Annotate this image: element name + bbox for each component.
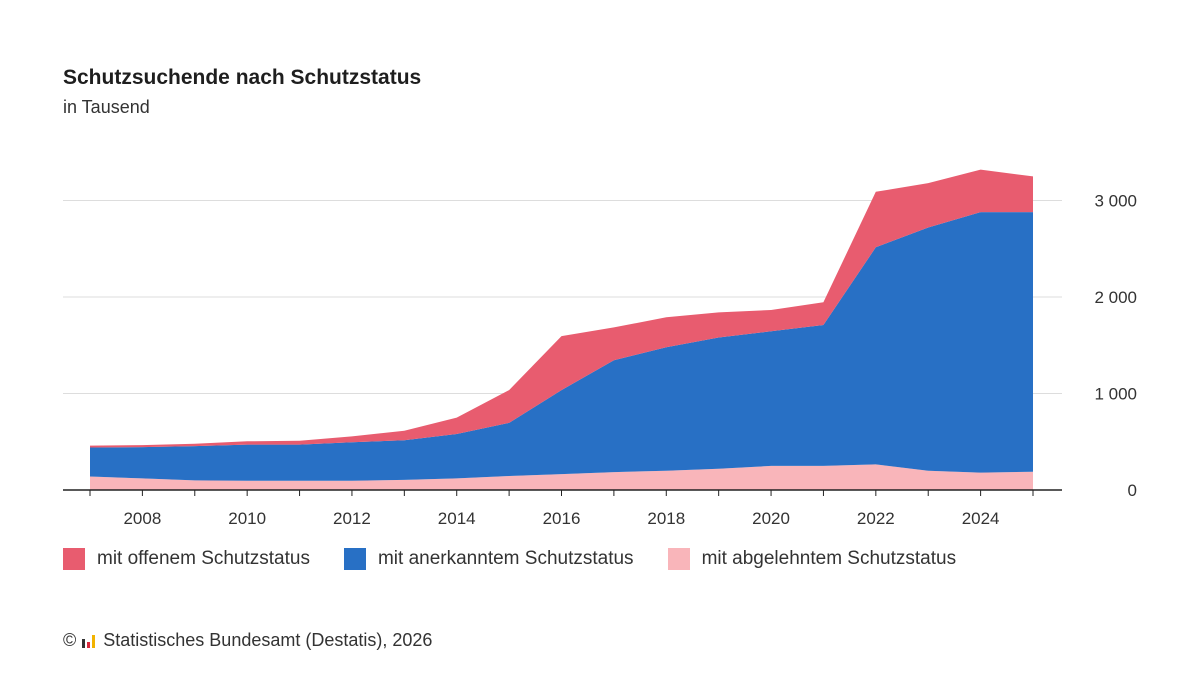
x-tick-label-2020: 2020 (752, 509, 790, 528)
source-footer: © Statistisches Bundesamt (Destatis), 20… (63, 630, 432, 651)
y-tick-label-3000: 3 000 (1094, 192, 1137, 211)
legend-swatch-offen (63, 548, 85, 570)
x-tick-label-2014: 2014 (438, 509, 476, 528)
legend-item-anerkannt: mit anerkanntem Schutzstatus (343, 548, 634, 570)
legend-item-offen: mit offenem Schutzstatus (63, 548, 310, 570)
y-tick-label-1000: 1 000 (1094, 385, 1137, 404)
legend-label-offen: mit offenem Schutzstatus (97, 548, 310, 569)
x-tick-label-2010: 2010 (228, 509, 266, 528)
legend-swatch-abgelehnt (667, 548, 690, 570)
x-tick-label-2016: 2016 (543, 509, 581, 528)
x-tick-label-2022: 2022 (857, 509, 895, 528)
area-series-0 (90, 464, 1033, 490)
x-tick-label-2012: 2012 (333, 509, 371, 528)
legend-item-abgelehnt: mit abgelehntem Schutzstatus (667, 548, 957, 570)
legend-swatch-anerkannt (343, 548, 366, 570)
y-tick-label-0: 0 (1128, 481, 1137, 500)
destatis-logo-icon (82, 634, 96, 648)
x-tick-label-2008: 2008 (123, 509, 161, 528)
copyright-symbol: © (63, 630, 77, 650)
area-series-2 (90, 169, 1033, 448)
x-tick-label-2018: 2018 (647, 509, 685, 528)
y-tick-label-2000: 2 000 (1094, 288, 1137, 307)
area-series-1 (90, 212, 1033, 481)
chart-title: Schutzsuchende nach Schutzstatus (63, 66, 422, 89)
source-text: Statistisches Bundesamt (Destatis), 2026 (103, 630, 433, 650)
legend-label-abgelehnt: mit abgelehntem Schutzstatus (701, 548, 957, 569)
legend-label-anerkannt: mit anerkanntem Schutzstatus (377, 548, 634, 569)
x-tick-label-2024: 2024 (962, 509, 1000, 528)
legend: mit offenem Schutzstatus mit anerkanntem… (63, 548, 956, 570)
chart-subtitle: in Tausend (63, 97, 150, 117)
